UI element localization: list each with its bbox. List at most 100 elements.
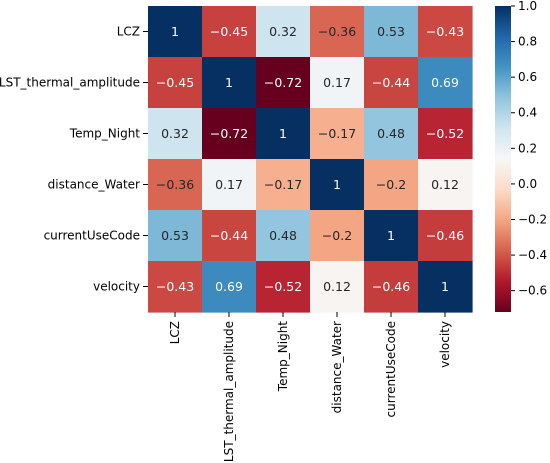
x-axis-tick-labels: LCZ LST_thermal_amplitude Temp_Night distan…	[168, 312, 452, 462]
cell-value-label: −0.45	[210, 24, 248, 39]
heatmap-cell	[148, 57, 203, 109]
heatmap-cell	[310, 6, 365, 58]
cell-value-label: 1	[171, 24, 179, 39]
cell-value-label: 0.53	[377, 24, 405, 39]
cell-value-label: −0.46	[372, 279, 410, 294]
cell-value-label: −0.72	[210, 126, 248, 141]
colorbar-tick-label: −0.6	[518, 284, 547, 298]
heatmap-cell	[418, 261, 473, 313]
cell-value-label: 1	[225, 75, 233, 90]
cell-value-label: 0.32	[161, 126, 189, 141]
heatmap-cell	[418, 210, 473, 262]
colorbar-tick-label: −0.4	[518, 248, 547, 262]
heatmap-cell	[418, 57, 473, 109]
cell-value-label: −0.46	[426, 228, 464, 243]
heatmap-cell	[310, 261, 365, 313]
x-tick-label: LCZ	[168, 321, 182, 344]
cell-value-label: −0.52	[264, 279, 302, 294]
colorbar-tick-label: 0.0	[518, 177, 537, 191]
heatmap-cell	[418, 159, 473, 211]
colorbar: 1.0 0.8 0.6 0.4 0.2 0.0 −0.2 −0.4 −0.6	[495, 0, 547, 312]
heatmap-cell	[202, 210, 257, 262]
cell-value-label: 0.69	[215, 279, 243, 294]
heatmap-cell	[202, 261, 257, 313]
x-tick-label: distance_Water	[330, 321, 344, 413]
cell-value-label: −0.43	[156, 279, 194, 294]
heatmap-cell	[310, 159, 365, 211]
heatmap-cell	[202, 57, 257, 109]
cell-value-label: 0.12	[431, 177, 459, 192]
heatmap-cell	[364, 6, 419, 58]
heatmap-cell	[256, 57, 311, 109]
heatmap-cell	[256, 108, 311, 160]
cell-value-label: −0.44	[372, 75, 410, 90]
heatmap-cell	[148, 6, 203, 58]
cell-value-label: −0.2	[376, 177, 406, 192]
colorbar-tick-label: 0.2	[518, 141, 537, 155]
heatmap-cell	[364, 159, 419, 211]
cell-value-label: 0.53	[161, 228, 189, 243]
cell-value-label: −0.36	[156, 177, 194, 192]
y-tick-label: distance_Water	[48, 178, 140, 192]
colorbar-tick-label: −0.2	[518, 212, 547, 226]
x-tick-label: Temp_Night	[276, 321, 290, 393]
colorbar-tick-label: 0.6	[518, 70, 537, 84]
cell-value-label: −0.43	[426, 24, 464, 39]
cell-value-label: −0.52	[426, 126, 464, 141]
heatmap-cell	[148, 210, 203, 262]
heatmap-cell	[256, 261, 311, 313]
y-tick-label: LST_thermal_amplitude	[0, 76, 140, 90]
cell-value-label: 0.12	[323, 279, 351, 294]
cell-value-label: 1	[279, 126, 287, 141]
heatmap-cell	[256, 6, 311, 58]
heatmap-cell	[202, 108, 257, 160]
heatmap-cell	[310, 57, 365, 109]
cell-value-label: 0.32	[269, 24, 297, 39]
x-tick-label: velocity	[438, 321, 452, 368]
y-tick-label: LCZ	[117, 25, 140, 39]
cell-value-label: −0.45	[156, 75, 194, 90]
colorbar-tick-label: 0.8	[518, 35, 537, 49]
heatmap-cell	[202, 159, 257, 211]
colorbar-gradient	[495, 6, 511, 312]
heatmap-cell	[364, 57, 419, 109]
cell-value-label: 0.69	[431, 75, 459, 90]
cell-value-label: 0.17	[323, 75, 351, 90]
y-tick-label: Temp_Night	[69, 127, 141, 141]
heatmap-cell	[256, 210, 311, 262]
cell-value-label: 0.17	[215, 177, 243, 192]
y-tick-label: velocity	[93, 280, 140, 294]
cell-value-label: −0.72	[264, 75, 302, 90]
x-tick-label: LST_thermal_amplitude	[222, 321, 236, 462]
heatmap-cell	[310, 108, 365, 160]
heatmap-cell	[148, 261, 203, 313]
colorbar-tick-label: 1.0	[518, 0, 537, 13]
cell-value-label: −0.36	[318, 24, 356, 39]
cell-value-label: 1	[441, 279, 449, 294]
cell-value-label: −0.44	[210, 228, 248, 243]
heatmap-cell	[148, 159, 203, 211]
colorbar-tick-label: 0.4	[518, 106, 537, 120]
cell-value-label: −0.2	[322, 228, 352, 243]
cell-value-label: −0.17	[264, 177, 302, 192]
cell-value-label: 1	[387, 228, 395, 243]
heatmap-cell	[364, 210, 419, 262]
heatmap-cells	[148, 6, 473, 313]
cell-value-label: 0.48	[377, 126, 405, 141]
heatmap-cell-labels: 1 −0.45 0.32 −0.36 0.53 −0.43 −0.45 1 −0.72 0.17 −…	[156, 24, 464, 294]
cell-value-label: −0.17	[318, 126, 356, 141]
heatmap-cell	[418, 108, 473, 160]
heatmap-cell	[148, 108, 203, 160]
heatmap-cell	[364, 108, 419, 160]
x-tick-label: currentUseCode	[384, 321, 398, 417]
heatmap-cell	[202, 6, 257, 58]
heatmap-cell	[310, 210, 365, 262]
heatmap-cell	[364, 261, 419, 313]
y-axis-tick-labels: LCZ LST_thermal_amplitude Temp_Nightdistan…	[0, 25, 148, 294]
heatmap-cell	[418, 6, 473, 58]
cell-value-label: 1	[333, 177, 341, 192]
y-tick-label: currentUseCode	[44, 229, 140, 243]
heatmap-cell	[256, 159, 311, 211]
cell-value-label: 0.48	[269, 228, 297, 243]
